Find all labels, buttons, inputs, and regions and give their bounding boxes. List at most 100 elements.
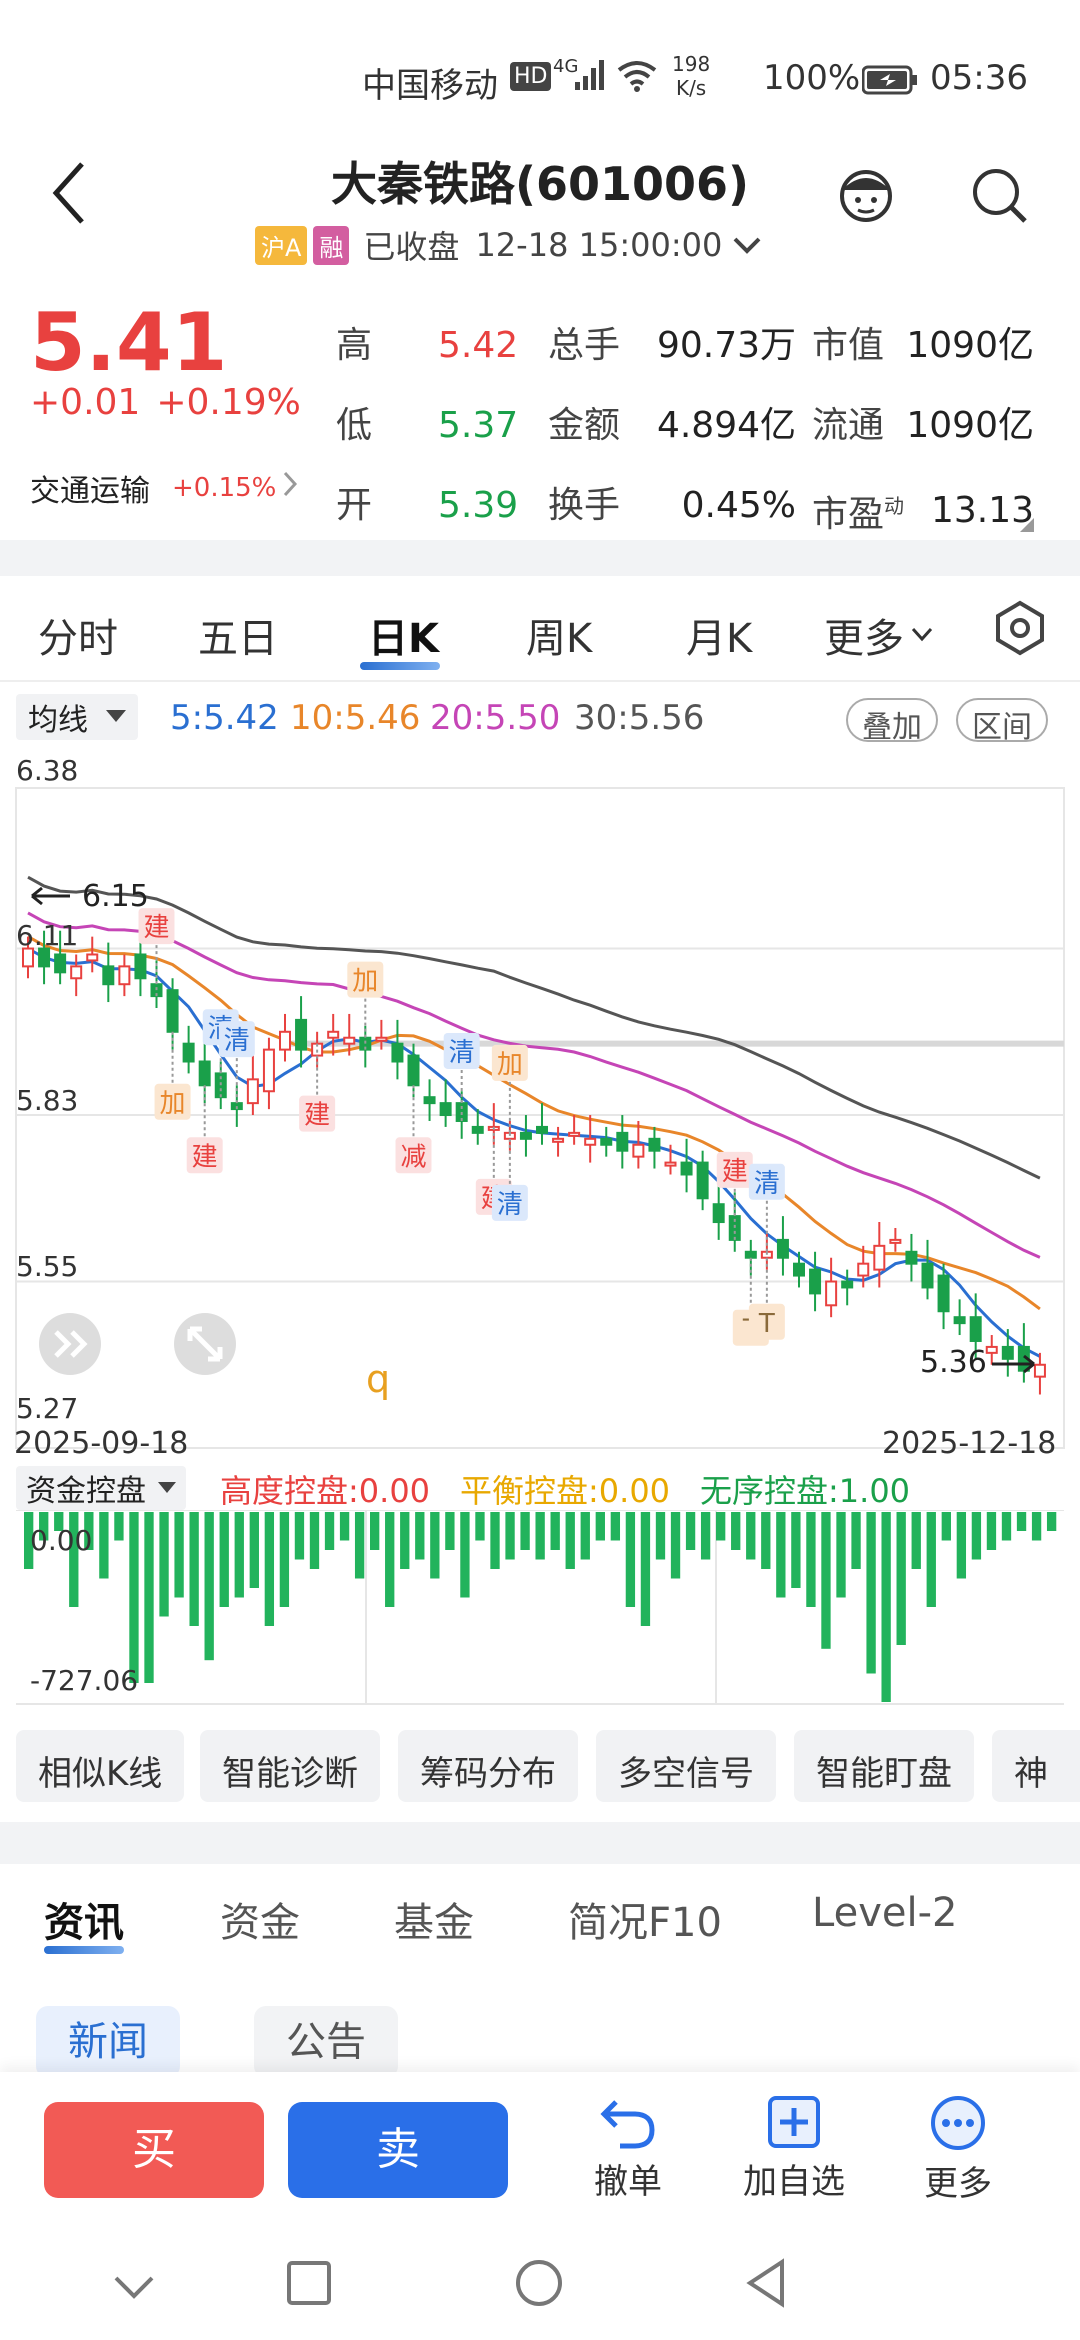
stat-label: 金额 [548,405,621,446]
sub-tab-news[interactable]: 新闻 [36,2006,180,2078]
tab-more[interactable]: 更多 [824,606,934,664]
current-price: 5.41 [30,296,228,389]
signal-badge [138,908,175,945]
fund-selector[interactable]: 资金控盘 [16,1466,186,1510]
divider [0,540,1080,576]
candle-body [262,1048,275,1093]
candle-body [696,1161,709,1200]
fund-bar [475,1512,485,1541]
candle-body [198,1060,211,1087]
smart-watch-button[interactable]: 智能盯盘 [794,1730,974,1802]
more-label: 更多 [924,2164,992,2204]
smart-diagnosis-button[interactable]: 智能诊断 [200,1730,380,1802]
candle-body [279,1030,291,1051]
candle-body [182,1042,195,1063]
nav-back-icon[interactable] [744,2258,788,2308]
cancel-order-button[interactable]: 撤单 [580,2094,676,2203]
fullscreen-glyph [187,1326,223,1362]
fund-bar [204,1512,214,1661]
fund-bar [866,1512,876,1674]
ma20-line [27,911,1041,1259]
price-change-pct: +0.19% [156,382,301,423]
candle-body [857,1262,870,1277]
sector-name: 交通运输 [30,474,150,509]
expand-corner-icon[interactable] [1020,518,1034,532]
similar-k-button[interactable]: 相似K线 [16,1730,185,1802]
overlay-button[interactable]: 叠加 [846,698,938,745]
fund-bar [249,1512,259,1588]
candle-body [712,1203,725,1224]
tab-weekly-k[interactable]: 周K [526,616,593,662]
fund-bar [99,1512,109,1579]
quote-panel: 5.41 +0.01 +0.19% 交通运输 +0.15% 高 5.42 低 5.3… [0,290,1080,540]
signal-label: 加 [352,967,378,997]
fund-bar [851,1512,861,1569]
sector-link[interactable]: 交通运输 +0.15% [30,466,298,510]
status-bar: 中国移动 HD 4G 198 K/s 100% 05:36 [0,0,1080,150]
range-button[interactable]: 区间 [956,698,1048,745]
sell-button[interactable]: 卖 [288,2102,508,2198]
settings-hex-icon[interactable] [994,600,1046,660]
nav-home-icon[interactable] [514,2258,564,2308]
more-tools-button[interactable]: 神 [992,1730,1080,1802]
ma10-line [27,935,1041,1311]
caret-down-icon [158,1482,176,1493]
search-icon[interactable] [970,166,1028,228]
stat-label: 市值 [812,325,885,366]
tab-intraday[interactable]: 分时 [38,616,118,662]
news-tab-funds[interactable]: 资金 [220,1900,300,1946]
sub-tab-announcements[interactable]: 公告 [254,2006,398,2078]
nav-recent-icon[interactable] [286,2260,332,2306]
fund-bar [129,1512,139,1683]
tab-five-day[interactable]: 五日 [198,616,278,662]
price-stats: 高 5.42 低 5.37 开 5.39 [336,306,518,546]
add-watchlist-button[interactable]: 加自选 [734,2094,854,2203]
fund-bar [69,1512,79,1607]
chart-frame [15,787,1065,1449]
candle-body [423,1096,436,1105]
ma-legend: 均线 5:5.42 10:5.46 20:5.50 30:5.56 [0,688,1080,752]
ma-selector[interactable]: 均线 [16,694,138,740]
candle-body [519,1131,532,1140]
high-label: 高 [336,325,373,366]
candle-body [953,1316,966,1325]
robot-assistant-icon[interactable] [836,166,896,228]
candle-body [295,1018,308,1051]
fund-bar [264,1512,275,1626]
candle-body [311,1042,324,1057]
y-tick-label: 5.55 [16,1250,78,1283]
more-button[interactable]: 更多 [910,2094,1006,2205]
fund-bar [565,1512,575,1569]
long-short-signal-button[interactable]: 多空信号 [596,1730,776,1802]
signal-label: 清 [497,1190,523,1220]
open-value: 5.39 [438,485,519,526]
news-tab-level2[interactable]: Level-2 [812,1890,958,1936]
fund-bar [971,1512,982,1560]
chip-distribution-button[interactable]: 筹码分布 [398,1730,578,1802]
fund-bar [279,1512,290,1607]
news-tab-f10[interactable]: 简况F10 [568,1900,722,1946]
fund-bar [731,1512,741,1550]
candle-body [70,965,83,980]
candlestick-chart[interactable]: 建加清建清建加减清建加清建T清T 6.38 6.11 5.83 5.55 5.2… [0,752,1080,1472]
tab-monthly-k[interactable]: 月K [686,616,753,662]
fund-bar [716,1512,726,1541]
more-dots-icon [931,2096,985,2150]
fund-bar [445,1512,455,1550]
candle-body [375,1036,388,1042]
tab-daily-k[interactable]: 日K [368,616,439,662]
stat-value: 1090亿 [906,405,1034,446]
caret-down-icon [106,710,126,722]
nav-hide-icon[interactable] [112,2274,156,2300]
margin-tag: 融 [313,225,350,265]
buy-button[interactable]: 买 [44,2102,264,2198]
back-button[interactable] [48,160,88,230]
signal-label: 加 [160,1089,186,1119]
news-tab-fund[interactable]: 基金 [394,1900,474,1946]
chevron-down-icon[interactable] [732,226,762,264]
open-label: 开 [336,485,373,526]
y-tick-label: 6.38 [16,754,78,787]
signal-badge [491,1044,528,1081]
signal-label: 清 [449,1038,475,1068]
news-tab-info[interactable]: 资讯 [44,1900,124,1946]
